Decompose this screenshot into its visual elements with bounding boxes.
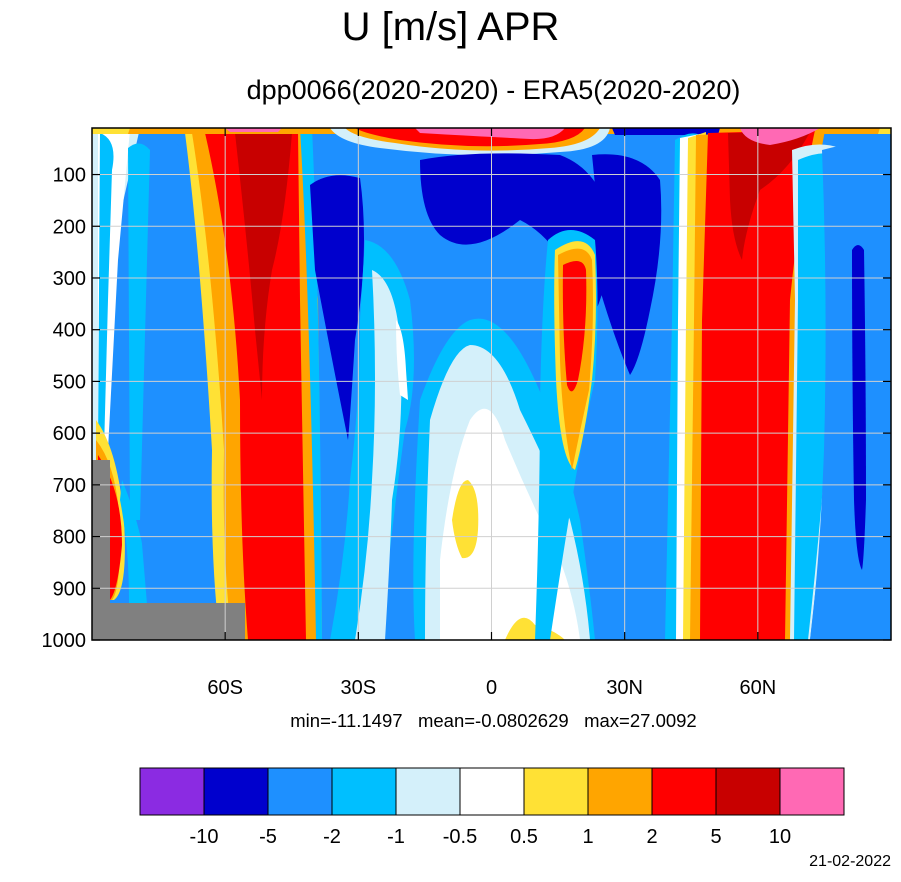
colorbar-label: -5 xyxy=(259,826,277,848)
y-tick-label: 600 xyxy=(53,423,86,445)
x-tick-label: 0 xyxy=(486,677,497,699)
colorbar-box xyxy=(587,767,653,816)
colorbar-label: -1 xyxy=(387,826,405,848)
x-tick-label: 30N xyxy=(606,677,643,699)
field-sh-blue-belt xyxy=(132,136,207,640)
x-tick-label: 60N xyxy=(739,677,776,699)
colorbar-box xyxy=(651,767,717,816)
colorbar-box xyxy=(459,767,525,816)
colorbar-box xyxy=(331,767,397,816)
x-tick-label: 30S xyxy=(341,677,377,699)
y-tick-label: 500 xyxy=(53,371,86,393)
field-equatorial-upper-core xyxy=(420,153,612,315)
field-equatorial-yellow-patch xyxy=(452,480,479,559)
y-axis: 100 200 300 400 500 600 700 800 900 1000 xyxy=(42,165,891,652)
stats-line: min=-11.1497 mean=-0.0802629 max=27.0092 xyxy=(0,710,901,732)
colorbar-box xyxy=(779,767,845,816)
field-missing-orography xyxy=(92,460,245,640)
colorbar-label: 5 xyxy=(710,826,721,848)
colorbar: -10 -5 -2 -1 -0.5 0.5 1 2 5 10 xyxy=(139,767,845,848)
y-tick-label: 800 xyxy=(53,527,86,549)
field-nh-jet-core xyxy=(728,132,810,260)
colorbar-label: 2 xyxy=(646,826,657,848)
y-tick-label: 300 xyxy=(53,268,86,290)
y-tick-label: 900 xyxy=(53,578,86,600)
field-upper-pink-left xyxy=(225,128,282,132)
colorbar-box xyxy=(523,767,589,816)
field-nh-subtropical-red xyxy=(562,261,587,392)
stat-max: max=27.0092 xyxy=(584,710,697,731)
field-nh-upper-core xyxy=(592,154,662,375)
field-sh-cyan-strip xyxy=(120,480,151,640)
y-tick-label: 200 xyxy=(53,216,86,238)
colorbar-box xyxy=(139,767,205,816)
field-sh-subtropical-light xyxy=(355,270,402,640)
colorbar-box xyxy=(715,767,781,816)
page-title: U [m/s] APR xyxy=(341,5,560,49)
stat-min: min=-11.1497 xyxy=(290,710,403,731)
field-south-pole-cyan xyxy=(98,133,114,450)
y-tick-label: 1000 xyxy=(42,630,87,652)
colorbar-label: 1 xyxy=(582,826,593,848)
colorbar-label: -10 xyxy=(190,826,219,848)
field-upper-pink-center xyxy=(415,128,565,140)
colorbar-label: 10 xyxy=(769,826,791,848)
x-axis: 60S 30S 0 30N 60N xyxy=(207,128,776,699)
stat-mean: mean=-0.0802629 xyxy=(417,710,569,731)
grid xyxy=(92,128,891,640)
field-sh-white-patch xyxy=(396,320,408,400)
field-sh-cyan-inner xyxy=(128,143,150,521)
field-sh-jet-red xyxy=(205,130,306,640)
y-tick-label: 700 xyxy=(53,475,86,497)
chart-subtitle: dpp0066(2020-2020) - ERA5(2020-2020) xyxy=(246,75,741,105)
x-tick-label: 60S xyxy=(207,677,243,699)
field-upper-blue-right xyxy=(612,128,720,135)
field-nh-pole-core xyxy=(852,245,866,570)
colorbar-label: -0.5 xyxy=(443,826,477,848)
field-sh-midlevel-core xyxy=(310,175,364,440)
colorbar-box xyxy=(203,767,269,816)
y-tick-label: 400 xyxy=(53,320,86,342)
field-nh-jet-pink xyxy=(740,128,820,145)
y-tick-label: 100 xyxy=(53,165,86,187)
colorbar-label: -2 xyxy=(323,826,341,848)
field-nh-pole-blue xyxy=(810,140,891,640)
field-sh-jet-core xyxy=(235,133,292,400)
date-stamp: 21-02-2022 xyxy=(809,853,891,870)
colorbar-box xyxy=(267,767,333,816)
colorbar-label: 0.5 xyxy=(510,826,538,848)
colorbar-box xyxy=(395,767,461,816)
